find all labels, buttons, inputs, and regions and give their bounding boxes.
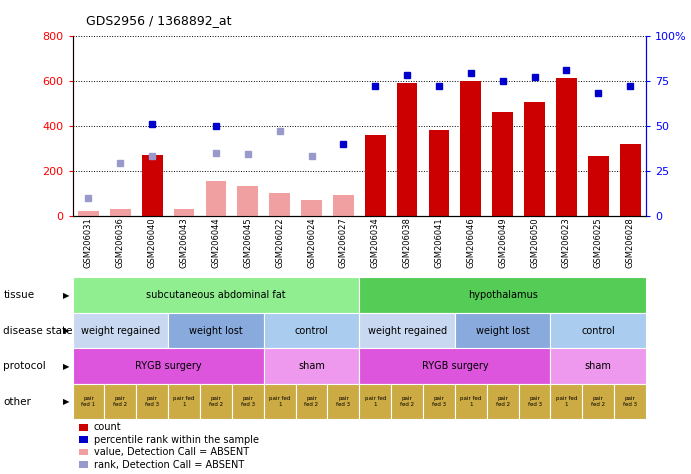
Text: weight lost: weight lost <box>476 326 529 336</box>
Text: percentile rank within the sample: percentile rank within the sample <box>94 435 259 445</box>
Text: GDS2956 / 1368892_at: GDS2956 / 1368892_at <box>86 14 232 27</box>
Bar <box>428 130 449 216</box>
Text: pair
fed 1: pair fed 1 <box>82 396 95 407</box>
Text: weight lost: weight lost <box>189 326 243 336</box>
Text: control: control <box>581 326 615 336</box>
Text: sham: sham <box>585 361 612 371</box>
Text: rank, Detection Call = ABSENT: rank, Detection Call = ABSENT <box>94 460 244 470</box>
Text: count: count <box>94 422 122 432</box>
Text: pair
fed 2: pair fed 2 <box>113 396 127 407</box>
Text: RYGB surgery: RYGB surgery <box>422 361 489 371</box>
Bar <box>365 135 386 216</box>
Text: other: other <box>3 397 31 407</box>
Text: pair
fed 2: pair fed 2 <box>495 396 510 407</box>
Text: pair fed
1: pair fed 1 <box>269 396 290 407</box>
Text: ▶: ▶ <box>63 397 69 406</box>
Bar <box>397 83 417 216</box>
Text: ▶: ▶ <box>63 362 69 371</box>
Text: pair
fed 2: pair fed 2 <box>591 396 605 407</box>
Text: value, Detection Call = ABSENT: value, Detection Call = ABSENT <box>94 447 249 457</box>
Text: RYGB surgery: RYGB surgery <box>135 361 202 371</box>
Bar <box>78 211 99 216</box>
Bar <box>333 195 354 216</box>
Text: control: control <box>294 326 328 336</box>
Text: pair
fed 3: pair fed 3 <box>337 396 350 407</box>
Text: protocol: protocol <box>3 361 46 371</box>
Bar <box>301 200 322 216</box>
Text: pair
fed 2: pair fed 2 <box>400 396 414 407</box>
Text: pair
fed 2: pair fed 2 <box>305 396 319 407</box>
Bar <box>556 78 577 216</box>
Text: pair
fed 3: pair fed 3 <box>432 396 446 407</box>
Bar <box>524 102 545 216</box>
Bar <box>460 81 481 216</box>
Bar <box>269 193 290 216</box>
Bar <box>238 186 258 216</box>
Bar <box>142 155 162 216</box>
Text: pair
fed 3: pair fed 3 <box>145 396 159 407</box>
Text: sham: sham <box>298 361 325 371</box>
Text: hypothalamus: hypothalamus <box>468 290 538 300</box>
Bar <box>110 209 131 216</box>
Bar <box>493 112 513 216</box>
Bar <box>620 144 641 216</box>
Bar <box>173 209 194 216</box>
Text: ▶: ▶ <box>63 326 69 335</box>
Text: pair fed
1: pair fed 1 <box>556 396 577 407</box>
Text: weight regained: weight regained <box>368 326 446 336</box>
Text: pair
fed 3: pair fed 3 <box>527 396 542 407</box>
Text: pair fed
1: pair fed 1 <box>365 396 386 407</box>
Bar <box>206 181 226 216</box>
Text: pair
fed 3: pair fed 3 <box>240 396 255 407</box>
Text: ▶: ▶ <box>63 291 69 300</box>
Text: pair
fed 2: pair fed 2 <box>209 396 223 407</box>
Text: tissue: tissue <box>3 290 35 300</box>
Text: pair
fed 3: pair fed 3 <box>623 396 637 407</box>
Text: disease state: disease state <box>3 326 73 336</box>
Text: subcutaneous abdominal fat: subcutaneous abdominal fat <box>146 290 286 300</box>
Text: pair fed
1: pair fed 1 <box>173 396 195 407</box>
Text: weight regained: weight regained <box>81 326 160 336</box>
Text: pair fed
1: pair fed 1 <box>460 396 482 407</box>
Bar <box>588 156 609 216</box>
